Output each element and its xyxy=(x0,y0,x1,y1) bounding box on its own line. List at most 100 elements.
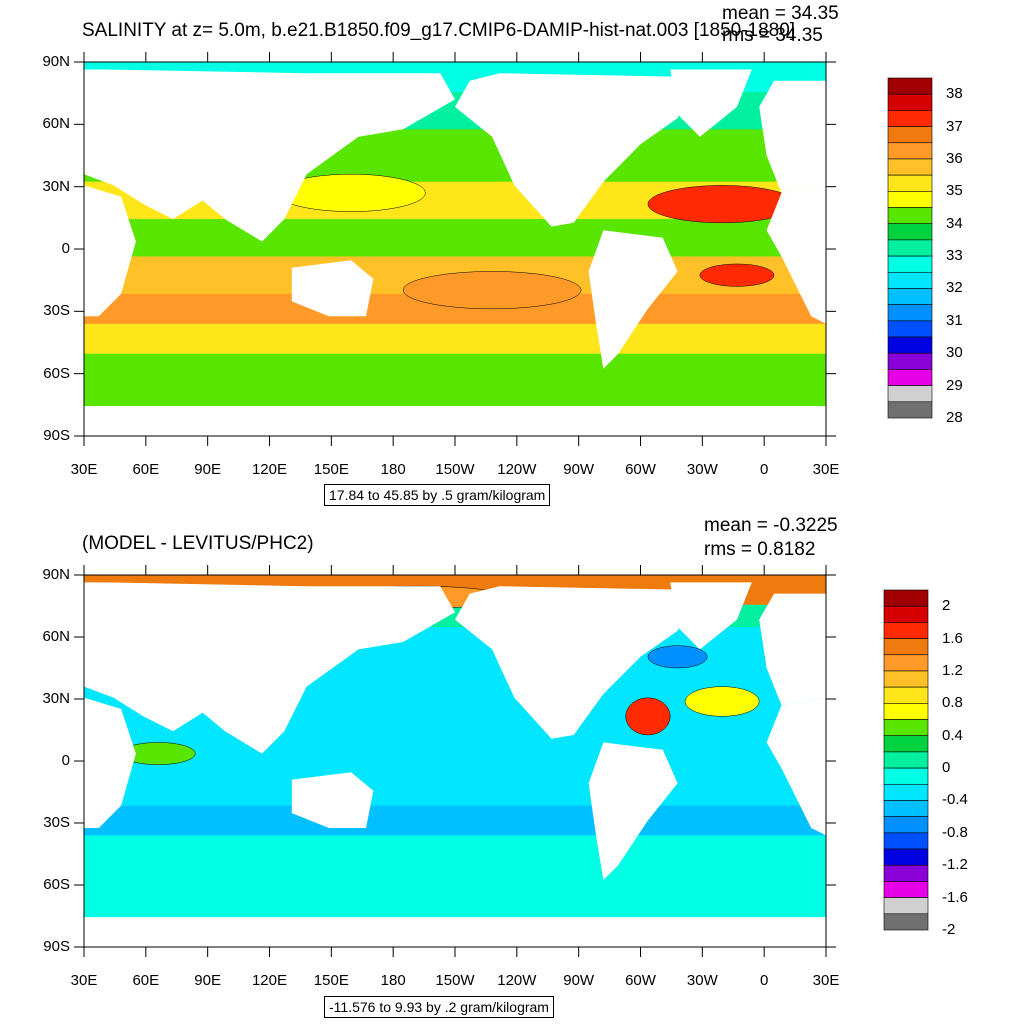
panel1-land-africa xyxy=(84,185,136,317)
panel1-colorbar-label: 29 xyxy=(946,376,963,394)
panel2-land-antarctica xyxy=(84,917,826,947)
panel1-lon-label: 150W xyxy=(435,461,475,478)
panel2-land-greenland xyxy=(670,582,752,650)
panel1-colorbar-swatch xyxy=(887,336,933,354)
panel2-colorbar-label: -2 xyxy=(942,921,956,938)
panel2-lon-label: 90W xyxy=(563,972,595,989)
panel1-land-samerica xyxy=(588,230,678,369)
panel2-colorbar-swatch xyxy=(883,686,929,704)
panel1-lon-label: 120E xyxy=(251,461,288,478)
panel1-field-blob xyxy=(699,263,775,287)
panel2-colorbar-label: 1.6 xyxy=(942,629,963,647)
panel1-colorbar-swatch xyxy=(887,320,933,338)
panel2-map-field xyxy=(84,575,826,947)
panel1-colorbar-swatch xyxy=(887,352,933,370)
panel2-colorbar-label: 0.4 xyxy=(942,726,963,744)
panel1-colorbar-swatch xyxy=(887,207,933,225)
panel2-lat-label: 90N xyxy=(42,566,70,583)
panel1-lon-label: 0 xyxy=(759,461,769,478)
panel2-colorbar-swatch xyxy=(883,848,929,866)
panel1-map-field xyxy=(84,62,826,436)
panel1-lat-label: 30N xyxy=(42,177,70,195)
panel1-lon-label: 90E xyxy=(194,461,221,478)
panel1-lat-label: 90N xyxy=(42,53,70,70)
panel1-lat-label: 60S xyxy=(43,364,70,382)
panel1-field-blob xyxy=(402,271,582,310)
panel1-colorbar-label: 36 xyxy=(946,149,963,167)
panel2-land-europe xyxy=(759,593,826,706)
panel2-colorbar-swatch xyxy=(883,703,929,720)
panel2-colorbar-label: -0.4 xyxy=(942,791,968,809)
panel1-colorbar-label: 31 xyxy=(946,311,963,329)
panel2-colorbar-label: 0.8 xyxy=(942,694,963,712)
panel2-lon-label: 120E xyxy=(251,972,288,989)
panel1-colorbar-swatch xyxy=(887,93,933,111)
panel1-lon-label: 30W xyxy=(686,461,718,478)
panel1-rms: rms = 34.35 xyxy=(722,25,823,46)
panel1-lon-label: 90W xyxy=(563,461,595,478)
panel2-lon-label: 180 xyxy=(380,972,406,989)
panel2-colorbar-swatch xyxy=(883,751,929,769)
panel2-colorbar-label: -1.6 xyxy=(942,888,968,906)
panel2-contour-info: -11.576 to 9.93 by .2 gram/kilogram xyxy=(324,996,554,1018)
panel1-lon-label: 30E xyxy=(70,461,98,478)
panel1-lon-label: 120W xyxy=(497,461,537,478)
panel2-lat-label: 30N xyxy=(42,690,70,707)
panel1-colorbar-label: 33 xyxy=(946,247,963,265)
panel1-colorbar-swatch xyxy=(887,369,933,386)
panel1-colorbar-swatch xyxy=(887,401,933,419)
panel2-lat-label: 30S xyxy=(43,814,70,831)
panel2-lat-label: 60N xyxy=(42,628,70,645)
panel2-colorbar-swatch xyxy=(883,735,929,753)
panel1-land-africaR xyxy=(766,185,826,324)
panel2-colorbar-swatch xyxy=(883,767,929,785)
panel1-colorbar-swatch xyxy=(887,239,933,257)
panel2-lat-label: 60S xyxy=(43,876,70,893)
panel1-colorbar-swatch xyxy=(887,288,933,305)
panel1-field-band xyxy=(84,323,826,355)
panel2-land-africa xyxy=(84,697,136,828)
panel2-lon-label: 120W xyxy=(497,972,537,989)
panel2-field-blob xyxy=(625,697,671,736)
panel1-lon-label: 180 xyxy=(380,461,406,478)
panel2-field-blob xyxy=(647,645,708,669)
panel1-colorbar-swatch xyxy=(887,77,933,95)
panel1-colorbar-swatch xyxy=(887,191,933,208)
panel2-lon-label: 60W xyxy=(625,972,656,989)
panel1-colorbar-label: 34 xyxy=(946,214,963,232)
panel1-mean: mean = 34.35 xyxy=(722,3,839,24)
panel1-title: SALINITY at z= 5.0m, b.e21.B1850.f09_g17… xyxy=(82,20,796,41)
panel2-mean: mean = -0.3225 xyxy=(704,515,838,536)
panel1-land-europe xyxy=(759,80,826,193)
panel2-colorbar-swatch xyxy=(883,897,929,915)
panel2-lon-label: 30W xyxy=(686,972,718,989)
panel2-field-blob xyxy=(684,686,760,717)
panel1-colorbar-swatch xyxy=(887,271,933,289)
panel1-land-antarctica xyxy=(84,406,826,436)
panel1-contour-info: 17.84 to 45.85 by .5 gram/kilogram xyxy=(324,484,551,506)
panel1-lon-label: 60W xyxy=(625,461,656,478)
panel1-colorbar-swatch xyxy=(887,110,933,127)
panel2-field-band xyxy=(84,723,826,807)
panel1-land-asia xyxy=(84,69,455,242)
panel2-colorbar-swatch xyxy=(883,589,929,607)
panel2-land-australia xyxy=(291,772,374,828)
panel1-colorbar-swatch xyxy=(887,126,933,144)
panel2-lon-label: 60E xyxy=(132,972,160,989)
panel2-colorbar-swatch xyxy=(883,719,929,737)
panel1-lat-label: 60N xyxy=(42,115,70,133)
panel2-colorbar-swatch xyxy=(883,670,929,688)
panel2-colorbar-swatch xyxy=(883,832,929,850)
panel1-lat-label: 0 xyxy=(61,240,70,257)
panel2-lat-label: 0 xyxy=(61,752,70,769)
panel1-field-band xyxy=(84,353,826,408)
panel1-land-australia xyxy=(291,260,374,317)
panel2-lon-label: 150W xyxy=(435,972,475,989)
panel1-land-greenland xyxy=(670,69,752,137)
panel1-colorbar-label: 38 xyxy=(946,85,963,103)
panel2-lon-label: 30E xyxy=(70,972,98,989)
panel1-colorbar-swatch xyxy=(887,223,933,241)
panel2-colorbar-label: 2 xyxy=(942,597,951,615)
panel1-colorbar-label: 32 xyxy=(946,279,963,297)
